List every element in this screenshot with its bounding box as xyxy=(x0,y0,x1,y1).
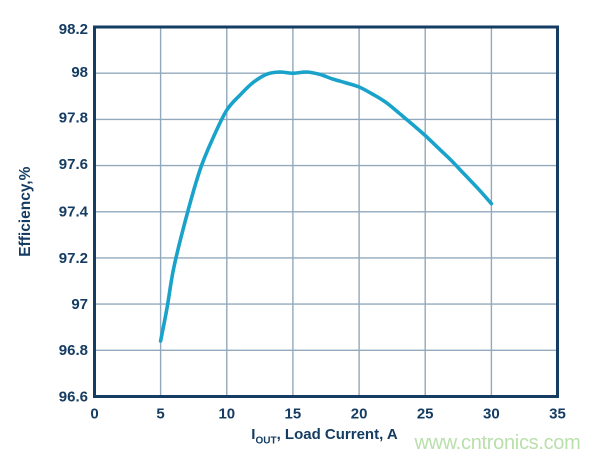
svg-text:35: 35 xyxy=(549,405,566,422)
svg-text:98.2: 98.2 xyxy=(59,21,88,38)
svg-text:Efficiency,%: Efficiency,% xyxy=(17,166,34,256)
svg-text:www.cntronics.com: www.cntronics.com xyxy=(413,432,580,454)
svg-text:97.2: 97.2 xyxy=(59,250,88,267)
svg-text:96.6: 96.6 xyxy=(59,389,88,406)
svg-text:96.8: 96.8 xyxy=(59,342,88,359)
svg-text:IOUT, Load Current, A: IOUT, Load Current, A xyxy=(251,426,398,447)
svg-text:0: 0 xyxy=(90,405,98,422)
svg-text:97.4: 97.4 xyxy=(59,203,89,220)
svg-text:97.8: 97.8 xyxy=(59,110,88,127)
svg-text:30: 30 xyxy=(483,405,500,422)
svg-text:97.6: 97.6 xyxy=(59,156,88,173)
svg-text:97: 97 xyxy=(71,296,88,313)
svg-text:25: 25 xyxy=(417,405,434,422)
svg-text:98: 98 xyxy=(71,64,88,81)
svg-text:20: 20 xyxy=(351,405,368,422)
svg-text:10: 10 xyxy=(218,405,235,422)
svg-text:5: 5 xyxy=(156,405,164,422)
svg-text:15: 15 xyxy=(285,405,302,422)
